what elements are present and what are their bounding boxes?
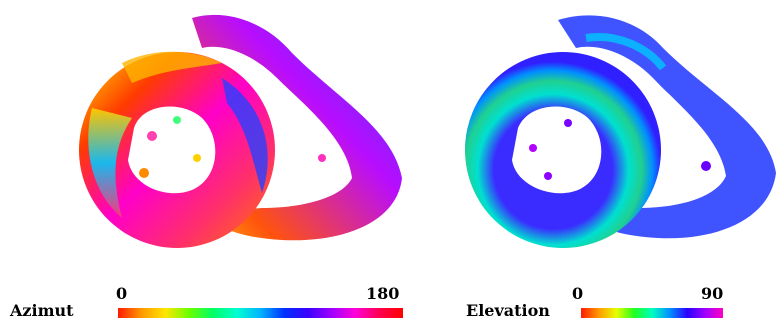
elevation-title: Elevation — [466, 301, 550, 320]
azimut-max-label: 180 — [366, 284, 400, 303]
elevation-max-label: 90 — [701, 284, 724, 303]
azimut-map-image — [52, 8, 412, 248]
elevation-colorbar — [581, 308, 723, 318]
azimut-min-label: 0 — [116, 284, 128, 303]
azimut-map-graphic — [79, 14, 402, 248]
azimut-title: Azimut — [10, 301, 74, 320]
elevation-min-label: 0 — [572, 284, 584, 303]
elevation-map-image — [458, 8, 780, 248]
azimut-colorbar — [118, 308, 403, 318]
elevation-map-graphic — [465, 15, 776, 248]
